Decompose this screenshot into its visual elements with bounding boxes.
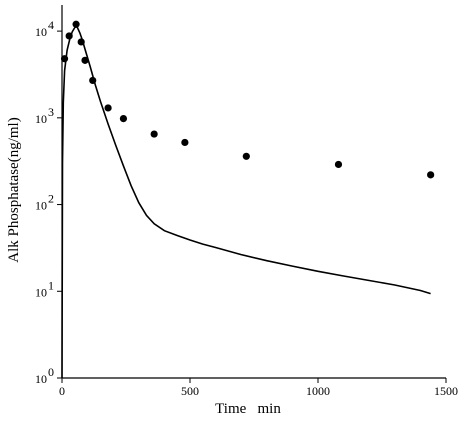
y-tick-label: 10 [35, 285, 47, 299]
y-tick-exponent: 2 [48, 192, 54, 206]
data-point [81, 56, 89, 64]
axes [61, 5, 446, 379]
x-tick-label: 1000 [306, 384, 330, 398]
data-point [181, 138, 189, 147]
y-tick-label: 10 [35, 199, 47, 213]
y-tick-exponent: 3 [48, 105, 54, 119]
series-layer [60, 20, 435, 379]
data-point [72, 20, 80, 28]
y-tick-label: 10 [35, 25, 47, 39]
x-tick-label: 500 [181, 384, 199, 398]
model-fit-line [61, 25, 431, 379]
y-tick-exponent: 0 [48, 365, 54, 379]
data-point [150, 130, 158, 138]
data-point [119, 114, 128, 123]
data-point [242, 152, 250, 160]
y-tick-label: 10 [35, 372, 47, 386]
y-axis-label: Alk Phosphatase(ng/ml) [6, 117, 22, 262]
data-point [104, 104, 112, 112]
data-point [427, 171, 435, 179]
y-tick-exponent: 4 [48, 18, 54, 32]
x-tick-label: 1500 [434, 384, 458, 398]
x-tick-label: 0 [59, 384, 65, 398]
y-tick-label: 10 [35, 112, 47, 126]
y-tick-exponent: 1 [48, 278, 54, 292]
x-ticks: 0 500 1000 1500 [59, 378, 458, 398]
data-point [334, 160, 343, 169]
x-axis-label: Time min [215, 401, 281, 417]
